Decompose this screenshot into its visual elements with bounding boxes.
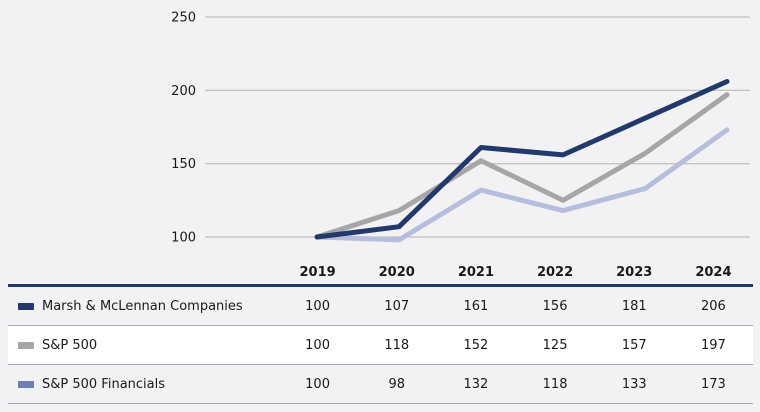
series-label-cell: Marsh & McLennan Companies [8, 299, 278, 314]
value-cell: 152 [463, 337, 489, 353]
y-axis-tick-label: 200 [171, 84, 196, 99]
year-header-2019: 2019 [299, 265, 336, 280]
table-row-sp500: S&P 500 100 118 152 125 157 197 [8, 326, 753, 365]
value-cell: 181 [621, 298, 647, 314]
series-label: S&P 500 Financials [42, 376, 166, 392]
value-cell: 133 [621, 376, 647, 392]
legend-swatch-marsh-mclennan [18, 302, 34, 310]
value-cell: 132 [463, 376, 489, 392]
year-header-2022: 2022 [536, 265, 574, 280]
value-cell: 98 [388, 376, 406, 392]
value-cell: 173 [700, 376, 726, 392]
series-line-marsh-mclennan-companies [314, 79, 730, 240]
series-label-cell: S&P 500 Financials [8, 377, 278, 392]
series-line-s-p-500-financials [314, 127, 730, 243]
performance-line-chart: 100 150 200 250 [171, 11, 750, 246]
legend-swatch-sp500 [18, 341, 34, 349]
series-label: S&P 500 [42, 337, 98, 353]
value-cell: 161 [463, 298, 489, 314]
value-cell: 100 [305, 376, 330, 392]
series-line-s-p-500 [314, 92, 730, 240]
table-header-row: 2019 2020 2021 2022 2023 2024 [8, 258, 753, 287]
year-header-2023: 2023 [616, 265, 653, 280]
value-cell: 156 [542, 298, 568, 314]
y-axis-tick-label: 150 [171, 157, 196, 172]
table-row-sp500-financials: S&P 500 Financials 100 98 132 118 133 17… [8, 365, 753, 404]
table-row-marsh-mclennan: Marsh & McLennan Companies 100 107 161 1… [8, 287, 753, 326]
y-axis-tick-label: 100 [171, 231, 196, 246]
year-header-2020: 2020 [378, 265, 415, 280]
value-cell: 206 [700, 298, 726, 314]
series-label: Marsh & McLennan Companies [42, 298, 243, 314]
value-cell: 197 [700, 337, 726, 353]
value-cell: 157 [621, 337, 647, 353]
legend-swatch-sp500-financials [18, 380, 34, 388]
value-cell: 100 [305, 298, 330, 314]
y-axis-tick-label: 250 [171, 11, 196, 26]
value-cell: 125 [542, 337, 568, 353]
year-header-2021: 2021 [457, 265, 494, 280]
performance-data-table: 2019 2020 2021 2022 2023 2024 Marsh & Mc… [8, 258, 753, 404]
performance-chart-svg: 100 150 200 250 [171, 11, 750, 246]
value-cell: 100 [305, 337, 330, 353]
year-header-2024: 2024 [695, 265, 732, 280]
series-label-cell: S&P 500 [8, 338, 278, 353]
value-cell: 107 [384, 298, 410, 314]
value-cell: 118 [542, 376, 568, 392]
value-cell: 118 [384, 337, 410, 353]
